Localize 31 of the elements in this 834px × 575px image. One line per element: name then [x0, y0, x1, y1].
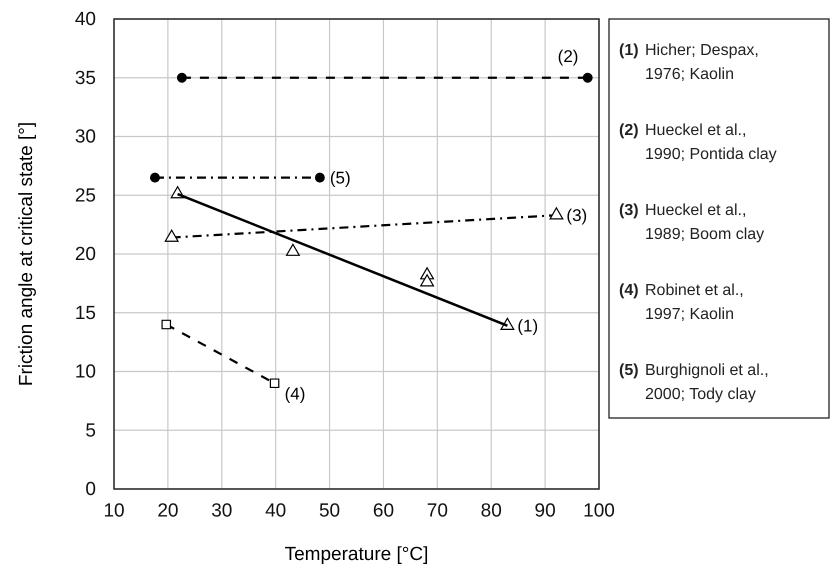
x-tick-label: 30 — [211, 500, 232, 522]
y-tick-label: 25 — [74, 185, 96, 206]
x-tick-label: 90 — [534, 500, 556, 522]
x-tick-label: 40 — [265, 500, 286, 522]
y-tick-label: 5 — [85, 420, 96, 442]
x-axis-title: Temperature [°C] — [284, 544, 428, 565]
x-tick-label: 10 — [103, 500, 125, 522]
x-tick-label: 80 — [480, 500, 502, 522]
text: (5) Burghignoli et al., 2000; Tody clay — [619, 362, 769, 403]
series-label: (1) — [517, 316, 538, 336]
text: (2) Hueckel et al., 1990; Pontida clay — [619, 122, 777, 163]
x-tick-label: 100 — [583, 500, 615, 522]
series-label: (3) — [566, 206, 588, 226]
x-tick-label: 50 — [318, 500, 340, 522]
series-label: (2) — [558, 46, 578, 66]
y-tick-label: 40 — [74, 9, 96, 30]
y-tick-label: 10 — [74, 362, 96, 383]
y-tick-label: 30 — [74, 126, 96, 148]
x-tick-label: 70 — [426, 500, 448, 522]
y-tick-label: 35 — [74, 68, 96, 89]
text: (3) Hueckel et al., 1989; Boom clay — [619, 202, 764, 243]
x-tick-label: 60 — [372, 500, 394, 522]
x-tick-label: 20 — [157, 500, 178, 522]
y-tick-label: 0 — [85, 479, 96, 500]
series-label: (4) — [284, 384, 306, 404]
text: (4) Robinet et al., 1997; Kaolin — [619, 282, 744, 323]
y-axis-title: Friction angle at critical state [°] — [16, 122, 37, 386]
y-tick-label: 15 — [74, 302, 96, 324]
series-label: (5) — [330, 168, 351, 188]
text: (1) Hicher; Despax, 1976; Kaolin — [619, 42, 759, 83]
y-tick-label: 20 — [74, 244, 96, 266]
